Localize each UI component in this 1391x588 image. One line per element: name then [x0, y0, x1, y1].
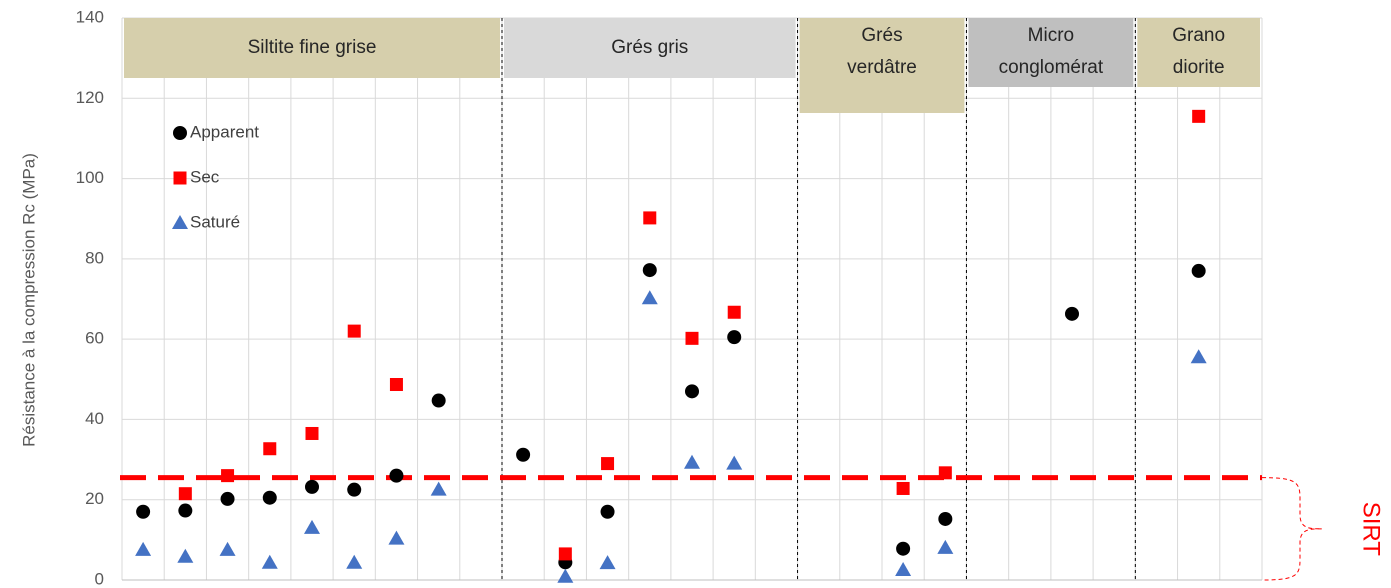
y-tick-label: 140: [76, 7, 104, 26]
point: [600, 504, 615, 519]
point: [642, 263, 657, 278]
threshold-label: SIRT: [1358, 502, 1385, 557]
point: [346, 554, 363, 569]
group-label: conglomérat: [999, 57, 1104, 78]
y-tick-label: 0: [95, 569, 104, 588]
point: [1191, 263, 1206, 278]
legend-label: Apparent: [190, 122, 259, 141]
point: [558, 547, 572, 561]
point: [304, 519, 320, 534]
point: [938, 466, 952, 480]
group-label: Grano: [1172, 25, 1225, 46]
point: [135, 541, 152, 556]
y-tick-label: 60: [85, 329, 104, 348]
point: [262, 490, 277, 505]
point: [726, 455, 743, 470]
point: [347, 482, 362, 497]
point: [727, 305, 741, 319]
group-header: [504, 18, 796, 78]
point: [685, 384, 699, 399]
group-header: [799, 18, 965, 113]
group-header: [124, 18, 500, 78]
point: [221, 469, 235, 483]
point: [389, 468, 404, 483]
point: [177, 548, 194, 563]
point: [347, 324, 361, 338]
y-tick-label: 40: [85, 409, 104, 428]
legend-label: Sec: [190, 167, 220, 186]
point: [219, 541, 236, 556]
point: [557, 568, 574, 583]
y-tick-label: 20: [85, 489, 104, 508]
y-tick-label: 120: [76, 88, 104, 107]
point: [136, 504, 151, 519]
legend-label: Saturé: [190, 212, 240, 231]
point: [643, 211, 657, 225]
point: [684, 454, 700, 469]
threshold-bracket: [1261, 477, 1323, 581]
point: [388, 530, 405, 545]
point: [305, 426, 319, 440]
point: [599, 555, 616, 570]
point: [938, 511, 953, 526]
point: [896, 481, 910, 495]
y-tick-label: 100: [76, 168, 104, 187]
point: [685, 331, 699, 345]
group-label: Grés gris: [611, 37, 688, 58]
point: [895, 561, 912, 576]
point: [178, 503, 193, 518]
point: [431, 393, 446, 408]
point: [430, 481, 447, 496]
legend-marker: [173, 126, 187, 140]
point: [389, 378, 403, 392]
point: [1190, 349, 1207, 364]
point: [261, 554, 278, 569]
group-header: [1137, 18, 1260, 87]
group-label: diorite: [1173, 57, 1225, 78]
point: [727, 330, 742, 345]
point: [516, 447, 531, 462]
point: [220, 491, 235, 506]
point: [937, 539, 954, 554]
y-axis-label: Résistance à la compression Rc (MPa): [19, 153, 38, 447]
point: [1065, 306, 1079, 321]
group-label: Micro: [1028, 25, 1074, 46]
group-label: Grés: [861, 25, 902, 46]
point: [178, 487, 192, 501]
point: [263, 442, 277, 456]
group-label: verdâtre: [847, 57, 917, 78]
legend-marker: [173, 171, 187, 185]
legend-marker: [172, 215, 188, 229]
point: [305, 479, 319, 494]
point: [601, 457, 615, 471]
point: [641, 290, 658, 305]
point: [896, 541, 911, 556]
y-tick-label: 80: [85, 248, 104, 267]
group-label: Siltite fine grise: [248, 37, 377, 58]
group-header: [968, 18, 1134, 87]
point: [1192, 109, 1206, 123]
